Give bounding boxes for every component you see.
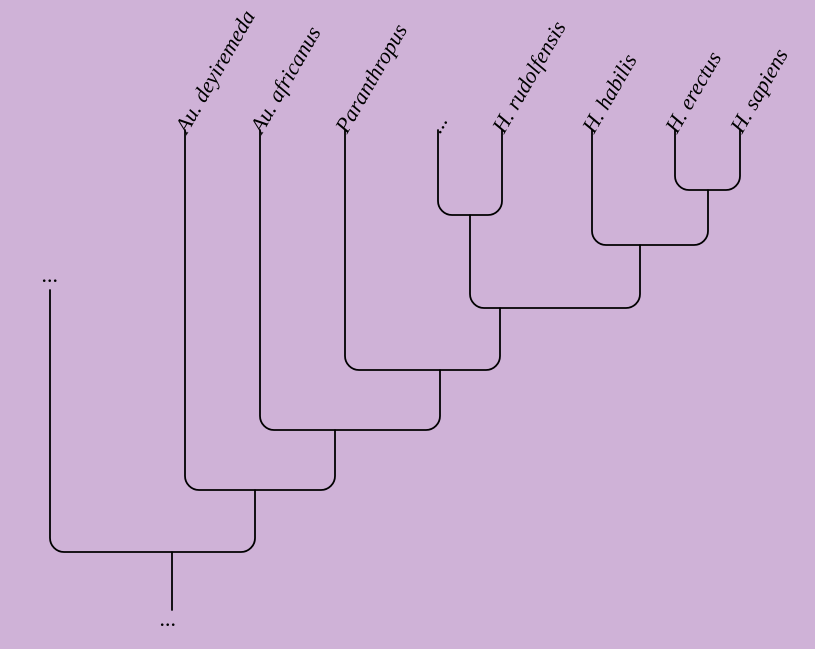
cladogram-stage: ...Au. deyiremedaAu. africanusParanthrop… bbox=[0, 0, 815, 649]
root-ellipsis-label: ... bbox=[160, 606, 177, 632]
leaf-label-outgroup: ... bbox=[42, 262, 59, 288]
